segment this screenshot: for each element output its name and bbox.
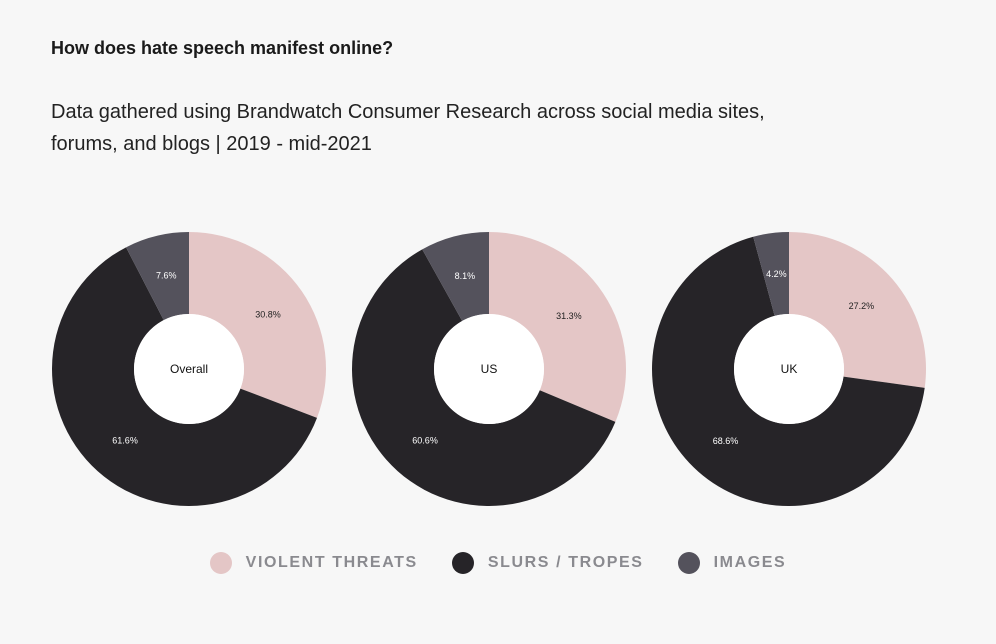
legend: VIOLENT THREATS SLURS / TROPES IMAGES [0, 552, 996, 574]
legend-item-images: IMAGES [677, 552, 787, 574]
slice-us-slurs-tropes [352, 249, 616, 506]
donut-center-overall [134, 314, 244, 424]
slice-us-violent-threats [489, 232, 627, 422]
legend-item-slurs-tropes: SLURS / TROPES [451, 552, 644, 574]
slice-overall-slurs-tropes [51, 247, 318, 506]
slice-overall-violent-threats [189, 232, 326, 418]
data-label-overall-violent-threats: 30.8% [255, 310, 281, 320]
legend-item-violent-threats: VIOLENT THREATS [209, 552, 418, 574]
data-label-us-slurs-tropes: 60.6% [412, 436, 438, 446]
donut-us: 31.3% 60.6% 8.1% US [352, 232, 627, 506]
data-label-us-images: 8.1% [455, 271, 476, 281]
legend-swatch-violent-threats [209, 552, 232, 574]
donut-uk: 27.2% 68.6% 4.2% UK [651, 232, 927, 506]
legend-swatch-slurs-tropes [451, 552, 474, 574]
donut-center-us [434, 314, 544, 424]
chart-title: How does hate speech manifest online? [51, 38, 394, 58]
legend-swatch-images [677, 552, 700, 574]
slice-us-images [422, 232, 489, 321]
data-label-uk-slurs-tropes: 68.6% [713, 436, 739, 446]
data-label-uk-images: 4.2% [766, 269, 787, 279]
data-label-overall-images: 7.6% [156, 271, 177, 281]
slice-overall-images [126, 232, 189, 321]
data-label-overall-slurs-tropes: 61.6% [112, 436, 138, 446]
slice-uk-violent-threats [789, 232, 927, 388]
donut-center-uk [734, 314, 844, 424]
legend-label-slurs-tropes: SLURS / TROPES [487, 554, 644, 571]
donut-center-label-us: US [481, 362, 498, 376]
donut-center-label-uk: UK [781, 362, 798, 376]
data-label-us-violent-threats: 31.3% [556, 311, 582, 321]
legend-label-images: IMAGES [713, 554, 787, 571]
slice-uk-slurs-tropes [651, 236, 925, 506]
donut-charts: 30.8% 61.6% 7.6% Overall 31.3% 60.6% 8.1% US 27.… [51, 232, 927, 506]
donut-overall: 30.8% 61.6% 7.6% Overall [51, 232, 326, 506]
slice-uk-images [753, 232, 789, 316]
chart-subtitle: Data gathered using Brandwatch Consumer … [51, 101, 765, 155]
donut-center-label-overall: Overall [170, 362, 208, 376]
data-label-uk-violent-threats: 27.2% [849, 301, 875, 311]
legend-label-violent-threats: VIOLENT THREATS [245, 554, 418, 571]
